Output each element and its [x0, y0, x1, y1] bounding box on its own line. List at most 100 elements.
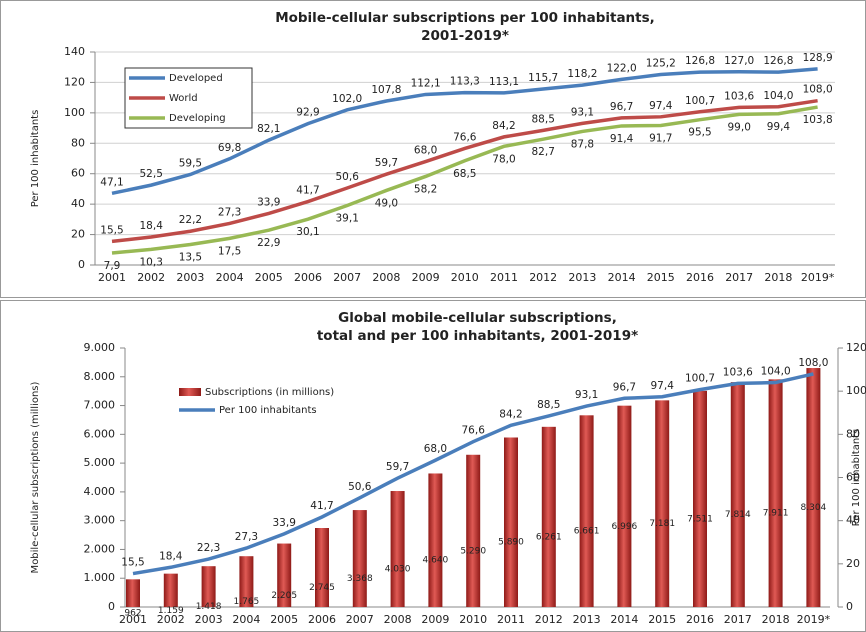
- y-tick-label: 9.000: [84, 341, 116, 354]
- bar-label: 2.745: [309, 583, 335, 593]
- value-label: 76,6: [462, 425, 486, 437]
- x-tick-label: 2011: [497, 613, 525, 626]
- x-tick-label: 2019*: [801, 271, 835, 284]
- value-label: 84,2: [499, 408, 522, 420]
- y2-tick-label: 60: [846, 471, 860, 484]
- value-label: 127,0: [724, 55, 754, 67]
- x-tick-label: 2002: [137, 271, 165, 284]
- x-tick-label: 2006: [294, 271, 322, 284]
- x-tick-label: 2016: [686, 271, 714, 284]
- value-label: 76,6: [453, 131, 477, 143]
- y2-tick-label: 20: [846, 557, 860, 570]
- value-label: 68,5: [453, 168, 476, 180]
- y2-tick-label: 0: [846, 600, 853, 613]
- value-label: 97,4: [651, 380, 675, 392]
- y-tick-label: 3.000: [84, 514, 116, 527]
- value-label: 47,1: [100, 176, 123, 188]
- x-tick-label: 2005: [270, 613, 298, 626]
- value-label: 30,1: [296, 226, 319, 238]
- value-label: 69,8: [218, 142, 241, 154]
- y-tick-label: 60: [71, 167, 85, 180]
- x-tick-label: 2013: [573, 613, 601, 626]
- value-label: 7,9: [104, 260, 121, 272]
- y2-tick-label: 100: [846, 384, 866, 397]
- value-label: 93,1: [575, 389, 598, 401]
- bar: [693, 390, 707, 607]
- value-label: 68,0: [424, 443, 447, 455]
- bar: [730, 382, 745, 607]
- value-label: 50,6: [348, 481, 372, 493]
- x-tick-label: 2004: [216, 271, 244, 284]
- value-label: 58,2: [414, 183, 437, 195]
- bar-label: 1.159: [158, 606, 184, 616]
- x-tick-label: 2013: [568, 271, 596, 284]
- value-label: 97,4: [649, 100, 673, 112]
- value-label: 33,9: [257, 196, 280, 208]
- line: [111, 105, 818, 255]
- value-label: 103,6: [724, 90, 754, 102]
- x-tick-label: 2014: [610, 613, 638, 626]
- value-label: 108,0: [803, 84, 833, 96]
- value-label: 13,5: [179, 251, 202, 263]
- value-label: 39,1: [336, 213, 359, 225]
- y2-tick-label: 80: [846, 427, 860, 440]
- bar-label: 2.205: [271, 591, 297, 601]
- value-label: 96,7: [613, 381, 636, 393]
- value-label: 59,7: [375, 157, 398, 169]
- value-label: 128,9: [803, 52, 833, 64]
- bar-label: 962: [124, 609, 141, 619]
- x-tick-label: 2005: [255, 271, 283, 284]
- y-axis-label: Mobile-cellular subscriptions (millions): [30, 381, 41, 573]
- legend-swatch: [179, 388, 201, 396]
- value-label: 115,7: [528, 72, 558, 84]
- value-label: 103,6: [723, 366, 753, 378]
- bar: [768, 379, 783, 607]
- legend-label: Developing: [169, 113, 226, 124]
- value-label: 87,8: [571, 138, 594, 150]
- line: [132, 372, 814, 576]
- x-tick-label: 2014: [608, 271, 636, 284]
- x-tick-label: 2012: [529, 271, 557, 284]
- y-tick-label: 0: [108, 600, 115, 613]
- bar-label: 1.765: [234, 597, 260, 607]
- bar-label: 4.640: [423, 556, 449, 566]
- value-label: 100,7: [685, 373, 715, 385]
- bar-label: 5.890: [498, 538, 524, 548]
- value-label: 22,9: [257, 237, 280, 249]
- value-label: 126,8: [685, 55, 715, 67]
- value-label: 10,3: [140, 256, 163, 268]
- y-tick-label: 8.000: [84, 370, 116, 383]
- value-label: 108,0: [798, 357, 828, 369]
- bar: [655, 400, 670, 607]
- value-label: 41,7: [310, 500, 333, 512]
- bar-label: 6.661: [574, 527, 600, 537]
- value-label: 107,8: [371, 84, 401, 96]
- value-label: 50,6: [336, 171, 360, 183]
- bar: [126, 579, 140, 607]
- x-tick-label: 2009: [421, 613, 449, 626]
- y-tick-label: 2.000: [84, 542, 116, 555]
- value-label: 95,5: [688, 127, 711, 139]
- value-label: 82,1: [257, 123, 280, 135]
- y-tick-label: 4.000: [84, 485, 116, 498]
- x-tick-label: 2003: [176, 271, 204, 284]
- value-label: 99,4: [767, 121, 791, 133]
- value-label: 91,4: [610, 133, 634, 145]
- chart-title: Mobile-cellular subscriptions per 100 in…: [275, 10, 655, 26]
- y-tick-label: 100: [64, 106, 85, 119]
- y2-tick-label: 40: [846, 514, 860, 527]
- y-tick-label: 20: [71, 228, 85, 241]
- x-tick-label: 2010: [451, 271, 479, 284]
- y2-axis-label: Per 100 inhabitants: [851, 429, 862, 527]
- value-label: 125,2: [646, 58, 676, 70]
- value-label: 122,0: [607, 62, 637, 74]
- x-tick-label: 2011: [490, 271, 518, 284]
- bar: [352, 510, 367, 607]
- bar-label: 8.304: [801, 503, 827, 513]
- value-label: 82,7: [532, 146, 555, 158]
- value-label: 88,5: [532, 113, 555, 125]
- bar: [541, 426, 556, 607]
- bar: [466, 454, 481, 607]
- value-label: 113,1: [489, 76, 519, 88]
- chart-title: 2001-2019*: [421, 28, 509, 44]
